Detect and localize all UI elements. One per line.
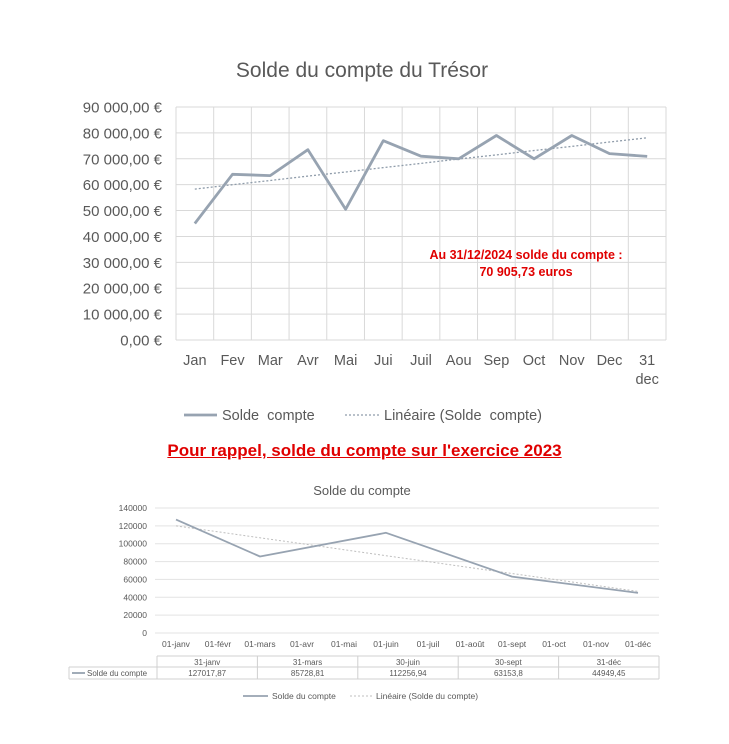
x-tick-label: 01-juin [373,639,399,649]
legend-label-series: Solde du compte [272,691,336,701]
table-date-cell: 30-sept [495,658,522,667]
x-tick-label: Fev [220,353,245,369]
x-tick-label: Oct [523,353,546,369]
y-tick-label: 90 000,00 € [83,100,163,117]
y-tick-label: 20000 [123,610,147,620]
x-axis-ticks: Jan Fev Mar Avr Mai Jui Juil Aou Sep Oct Nov Dec 31 d… [183,353,659,388]
x-tick-label: Jui [374,353,393,369]
x-tick-label: 01-déc [625,639,652,649]
x-tick-label: Aou [446,353,472,369]
x-tick-label: Juil [410,353,432,369]
y-tick-label: 60000 [123,574,147,584]
x-tick-label: 01-avr [290,639,314,649]
x-tick-label: Nov [559,353,586,369]
legend-label-series: Solde compte [222,408,315,424]
table-date-cell: 30-juin [396,658,420,667]
legend: Solde du compte Linéaire (Solde du compt… [243,691,478,701]
x-axis-ticks: 01-janv 01-févr 01-mars 01-avr 01-mai 01-juin… [162,639,652,649]
y-tick-label: 40 000,00 € [83,229,163,246]
table-date-cell: 31-janv [194,658,220,667]
y-tick-label: 60 000,00 € [83,177,163,194]
y-tick-label: 120000 [119,521,148,531]
table-row-label: Solde du compte [87,669,148,678]
x-tick-label: Avr [297,353,319,369]
series-line [193,134,648,225]
y-tick-label: 0 [142,628,147,638]
x-tick-label: Sep [483,353,509,369]
x-tick-label: dec [635,372,658,388]
trend-line [175,525,639,592]
x-tick-label: 01-oct [542,639,566,649]
x-tick-label: 01-nov [583,639,610,649]
series-line [175,518,639,594]
table-date-cell: 31-mars [293,658,322,667]
x-tick-label: 01-mai [331,639,357,649]
table-value-cell: 112256,94 [389,669,427,678]
legend: Solde compte Linéaire (Solde compte) [184,408,542,424]
y-tick-label: 140000 [119,503,148,513]
table-value-cell: 44949,45 [592,669,626,678]
y-tick-label: 20 000,00 € [83,281,163,298]
chart-title: Solde du compte du Trésor [236,59,488,82]
table-value-cell: 63153,8 [494,669,523,678]
y-tick-label: 70 000,00 € [83,151,163,168]
x-tick-label: 01-juil [417,639,440,649]
x-tick-label: Jan [183,353,206,369]
x-tick-label: 01-févr [205,639,232,649]
annotation-line-1: Au 31/12/2024 solde du compte : [429,248,622,262]
y-tick-label: 80000 [123,557,147,567]
x-tick-label: 31 [639,353,655,369]
x-tick-label: Mar [258,353,283,369]
y-tick-label: 10 000,00 € [83,307,163,324]
annotation-line-2: 70 905,73 euros [479,265,572,279]
grid [155,507,659,634]
y-axis-ticks: 0 20000 40000 60000 80000 100000 120000 140000 [119,503,148,638]
data-table: Solde du compte 31-janv 127017,87 31-mars 85… [68,655,660,680]
x-tick-label: Dec [597,353,623,369]
y-tick-label: 0,00 € [120,333,162,350]
y-tick-label: 100000 [119,539,148,549]
legend-label-trend: Linéaire (Solde compte) [384,408,542,424]
x-tick-label: 01-août [456,639,485,649]
table-date-cell: 31-déc [597,658,621,667]
y-tick-label: 40000 [123,592,147,602]
y-tick-label: 80 000,00 € [83,125,163,142]
chart-2024: Solde du compte du Trésor 0,00 € 10 000,0… [83,59,667,424]
y-tick-label: 50 000,00 € [83,203,163,220]
x-tick-label: 01-mars [244,639,275,649]
rappel-heading: Pour rappel, solde du compte sur l'exerc… [167,441,562,460]
table-value-cell: 85728,81 [291,669,325,678]
y-axis-ticks: 0,00 € 10 000,00 € 20 000,00 € 30 000,00 € 4… [83,100,163,350]
table-value-cell: 127017,87 [188,669,226,678]
x-tick-label: Mai [334,353,357,369]
chart-title: Solde du compte [313,483,411,498]
legend-label-trend: Linéaire (Solde du compte) [376,691,478,701]
x-tick-label: 01-sept [498,639,527,649]
y-tick-label: 30 000,00 € [83,255,163,272]
x-tick-label: 01-janv [162,639,191,649]
